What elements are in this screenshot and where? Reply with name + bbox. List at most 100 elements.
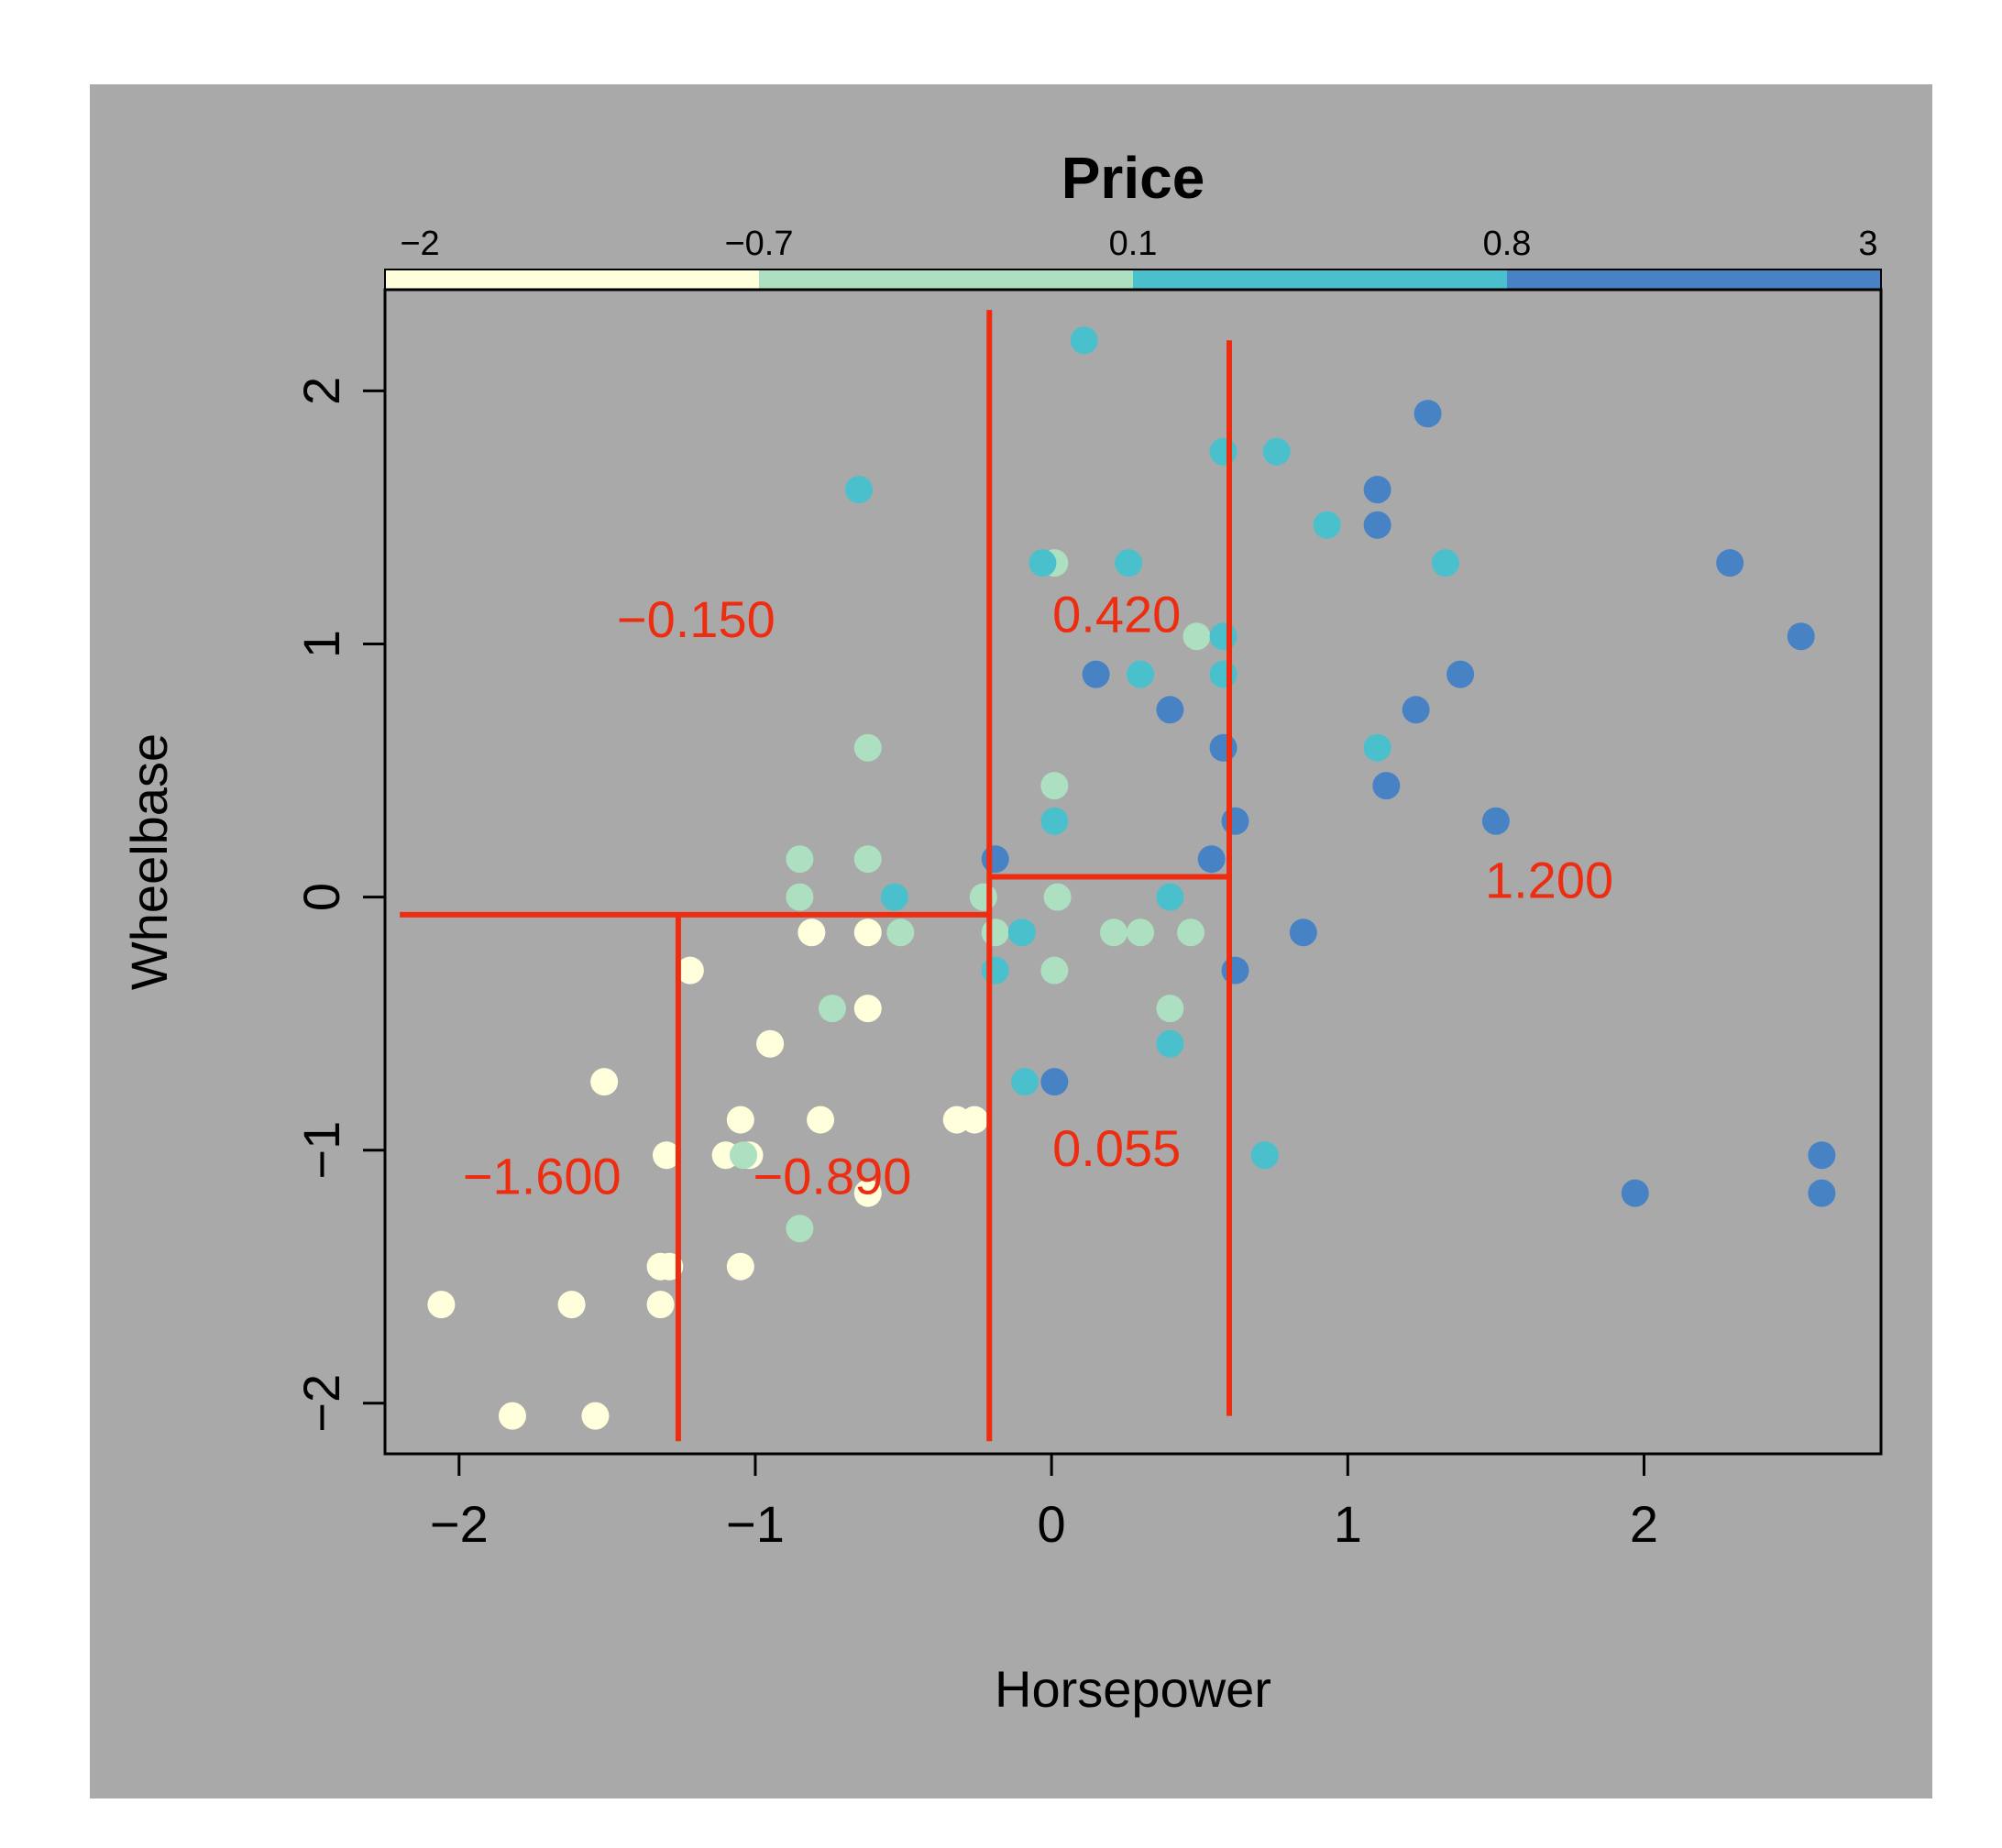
data-point [1040, 807, 1069, 835]
x-tick-label: −1 [726, 1495, 785, 1553]
data-point [1363, 476, 1392, 504]
data-point [1156, 1029, 1184, 1058]
data-point [1787, 622, 1815, 651]
leaf-value-label: 1.200 [1485, 851, 1613, 908]
data-points [427, 326, 1836, 1430]
data-point [1156, 883, 1184, 911]
data-point [981, 956, 1009, 984]
data-point [1221, 807, 1249, 835]
data-point [676, 956, 704, 984]
data-point [1209, 437, 1238, 466]
x-tick-label: −2 [430, 1495, 489, 1553]
y-axis: −2 −1 0 1 2 [292, 377, 387, 1433]
chart-title: Price [1062, 145, 1205, 211]
data-point [853, 733, 882, 762]
data-point [1313, 511, 1341, 539]
data-point [1197, 845, 1226, 874]
data-point [853, 995, 882, 1023]
y-tick-label: 1 [292, 630, 350, 658]
data-point [1040, 772, 1069, 800]
leaf-labels: −0.150 0.420 1.200 0.055 −1.600 −0.890 [463, 585, 1613, 1204]
data-point [653, 1141, 681, 1170]
data-point [1115, 549, 1143, 578]
data-point [1043, 883, 1072, 911]
data-point [1040, 1068, 1069, 1096]
color-scale-segment [385, 270, 759, 290]
color-scale-tick-label: 3 [1858, 225, 1877, 263]
data-point [1289, 918, 1317, 947]
data-point [1414, 400, 1442, 428]
data-point [880, 883, 908, 911]
data-point [730, 1141, 758, 1170]
leaf-value-label: −1.600 [463, 1147, 622, 1204]
data-point [1209, 622, 1238, 651]
data-point [1070, 326, 1098, 355]
data-point [1011, 1068, 1040, 1096]
data-point [1481, 807, 1510, 835]
data-point [1808, 1179, 1836, 1207]
y-tick-label: 2 [292, 377, 350, 405]
data-point [1363, 733, 1392, 762]
color-scale-tick-label: 0.8 [1483, 225, 1532, 263]
data-point [1431, 549, 1459, 578]
data-point [1209, 733, 1238, 762]
data-point [981, 918, 1009, 947]
leaf-value-label: 0.055 [1052, 1119, 1181, 1177]
data-point [427, 1291, 456, 1319]
data-point [1808, 1141, 1836, 1170]
data-point [557, 1291, 586, 1319]
color-scale-tick-label: 0.1 [1109, 225, 1158, 263]
data-point [646, 1291, 675, 1319]
leaf-value-label: −0.150 [617, 590, 776, 648]
color-scale-segment [1507, 270, 1881, 290]
data-point [1446, 660, 1475, 688]
data-point [1156, 696, 1184, 724]
data-point [1007, 918, 1036, 947]
data-point [969, 883, 997, 911]
data-point [756, 1029, 785, 1058]
data-point [818, 995, 846, 1023]
data-point [961, 1106, 989, 1134]
x-tick-label: 1 [1334, 1495, 1362, 1553]
data-point [1099, 918, 1128, 947]
color-scale-tick-label: −2 [400, 225, 439, 263]
data-point [1028, 549, 1057, 578]
y-axis-label: Wheelbase [120, 733, 178, 990]
color-scale-tick-label: −0.7 [724, 225, 793, 263]
data-point [1716, 549, 1744, 578]
data-point [786, 883, 814, 911]
data-point [886, 918, 915, 947]
data-point [853, 845, 882, 874]
color-scale-bar [384, 269, 1882, 291]
data-point [1040, 956, 1069, 984]
data-point [726, 1106, 754, 1134]
figure-background [90, 84, 1932, 1798]
color-scale-labels: −2 −0.7 0.1 0.8 3 [400, 225, 1877, 263]
data-point [1372, 772, 1401, 800]
x-tick-label: 0 [1038, 1495, 1066, 1553]
data-point [1262, 437, 1291, 466]
data-point [853, 918, 882, 947]
data-point [1621, 1179, 1649, 1207]
data-point [845, 476, 874, 504]
x-tick-label: 2 [1630, 1495, 1658, 1553]
leaf-value-label: −0.890 [754, 1147, 912, 1204]
data-point [1127, 918, 1155, 947]
data-point [853, 1179, 882, 1207]
x-axis: −2 −1 0 1 2 [430, 1452, 1658, 1553]
data-point [1402, 696, 1430, 724]
y-tick-label: −2 [292, 1374, 350, 1433]
data-point [807, 1106, 835, 1134]
data-point [786, 845, 814, 874]
data-point [981, 845, 1009, 874]
split-lines [400, 310, 1233, 1442]
data-point [1250, 1141, 1279, 1170]
x-axis-label: Horsepower [995, 1660, 1271, 1718]
data-point [726, 1252, 754, 1281]
leaf-value-label: 0.420 [1052, 585, 1181, 643]
color-scale-segment [759, 270, 1133, 290]
data-point [1082, 660, 1110, 688]
data-point [498, 1402, 526, 1430]
data-point [1363, 511, 1392, 539]
